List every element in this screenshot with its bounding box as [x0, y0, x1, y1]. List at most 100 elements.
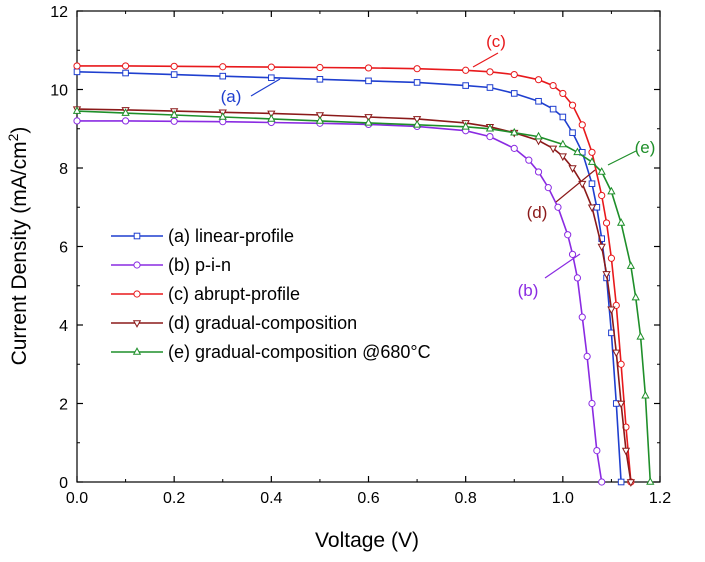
data-point-triangle-down	[364, 114, 373, 122]
data-point-square	[486, 84, 494, 91]
data-point-circle	[549, 81, 557, 90]
data-point-triangle-up	[485, 123, 495, 132]
data-point-circle	[554, 203, 562, 211]
data-point-circle	[534, 76, 543, 84]
y-tick-label: 8	[59, 161, 68, 178]
curve-tags-group: (a) (b) (c) (d) (e)	[221, 32, 656, 300]
data-point-square	[588, 180, 596, 187]
data-point-triangle-up	[607, 186, 616, 195]
series-c	[73, 62, 635, 486]
legend-item-a: (a) linear-profile	[111, 226, 294, 246]
data-point-triangle-up	[412, 119, 422, 128]
data-point-circle	[133, 261, 141, 269]
y-tick-label: 4	[59, 318, 68, 335]
legend-label: (e) gradual-composition @680°C	[168, 342, 431, 362]
x-axis-label: Voltage (V)	[315, 529, 419, 552]
series-line-e	[76, 110, 652, 483]
data-point-circle	[568, 250, 577, 258]
data-point-triangle-down	[412, 116, 422, 124]
data-point-triangle-down	[568, 165, 577, 173]
data-point-triangle-up	[636, 331, 645, 340]
data-point-circle	[598, 191, 606, 200]
curve-tag-a: (a)	[221, 87, 242, 106]
data-point-triangle-up	[626, 261, 635, 269]
data-point-triangle-down	[558, 153, 567, 162]
data-point-square	[559, 113, 567, 121]
curve-tag-leader-d	[555, 169, 596, 203]
data-point-circle	[219, 63, 227, 71]
y-tick-label: 12	[50, 4, 68, 21]
y-axis-label-main: Current Density (mA/cm	[8, 141, 31, 365]
data-point-circle	[534, 168, 543, 176]
legend: (a) linear-profile (b) p-i-n (c) abrupt-pr…	[111, 226, 431, 362]
y-tick-label: 0	[59, 475, 68, 492]
x-tick-label: 1.2	[649, 490, 671, 507]
data-point-triangle-up	[616, 218, 626, 226]
data-point-triangle-up	[597, 167, 606, 175]
data-point-triangle-down	[616, 400, 626, 409]
data-point-square	[170, 71, 178, 78]
x-tick-label: 0.8	[455, 490, 477, 507]
data-point-circle	[73, 117, 81, 125]
data-point-triangle-up	[646, 477, 655, 485]
series-line-c	[77, 65, 632, 483]
y-axis-label-superscript: 2	[5, 133, 21, 141]
data-point-square	[413, 79, 421, 86]
data-point-triangle-up	[631, 292, 640, 301]
data-point-triangle-down	[132, 320, 142, 328]
data-point-circle	[583, 352, 591, 360]
x-tick-label: 0.6	[357, 490, 379, 507]
data-point-square	[549, 105, 557, 113]
data-point-circle	[462, 66, 470, 74]
data-point-triangle-down	[597, 243, 606, 252]
series-a	[73, 68, 625, 486]
curve-tag-leader-b	[544, 253, 581, 279]
series-d	[72, 106, 635, 487]
curve-tag-leader-c	[472, 52, 499, 68]
curve-tag-leader-a	[250, 78, 281, 97]
data-point-square	[219, 72, 227, 80]
data-point-triangle-up	[72, 106, 82, 114]
y-axis-label-close: )	[8, 127, 31, 134]
data-point-circle	[510, 144, 518, 152]
data-point-triangle-down	[626, 479, 635, 487]
data-point-circle	[364, 64, 373, 72]
x-tick-label: 0.0	[66, 490, 88, 507]
data-point-circle	[578, 121, 586, 129]
data-point-circle	[413, 65, 421, 73]
y-tick-label: 2	[59, 397, 68, 414]
data-point-circle	[617, 360, 625, 368]
data-point-triangle-down	[587, 204, 597, 213]
data-point-square	[268, 74, 275, 82]
data-point-circle	[607, 254, 616, 262]
data-point-circle	[593, 447, 601, 455]
series-group	[72, 62, 655, 487]
data-point-square	[133, 232, 141, 240]
data-point-triangle-up	[315, 116, 325, 124]
curve-tag-c: (c)	[486, 32, 506, 51]
data-point-circle	[578, 313, 586, 321]
curve-tag-d: (d)	[527, 203, 548, 222]
legend-item-e: (e) gradual-composition @680°C	[111, 342, 431, 362]
legend-label: (d) gradual-composition	[168, 313, 357, 333]
data-point-triangle-up	[558, 139, 567, 148]
data-point-circle	[170, 62, 178, 70]
data-point-triangle-down	[607, 306, 616, 315]
data-point-square	[73, 68, 81, 76]
data-point-triangle-down	[621, 447, 631, 456]
data-point-square	[569, 129, 576, 136]
data-point-square	[617, 478, 625, 486]
legend-item-c: (c) abrupt-profile	[111, 284, 300, 304]
axes-group: 0.0 0.2 0.4 0.6 0.8 1.0 1.2 0 2 4 6 8 10 12	[50, 4, 671, 507]
data-point-square	[510, 90, 518, 97]
data-point-triangle-down	[315, 112, 325, 120]
data-point-circle	[588, 399, 596, 408]
data-point-triangle-up	[132, 347, 142, 355]
x-tick-label: 0.2	[163, 490, 185, 507]
data-point-circle	[588, 148, 596, 156]
legend-label: (c) abrupt-profile	[168, 284, 300, 304]
legend-label: (a) linear-profile	[168, 226, 294, 246]
data-point-circle	[73, 62, 81, 70]
